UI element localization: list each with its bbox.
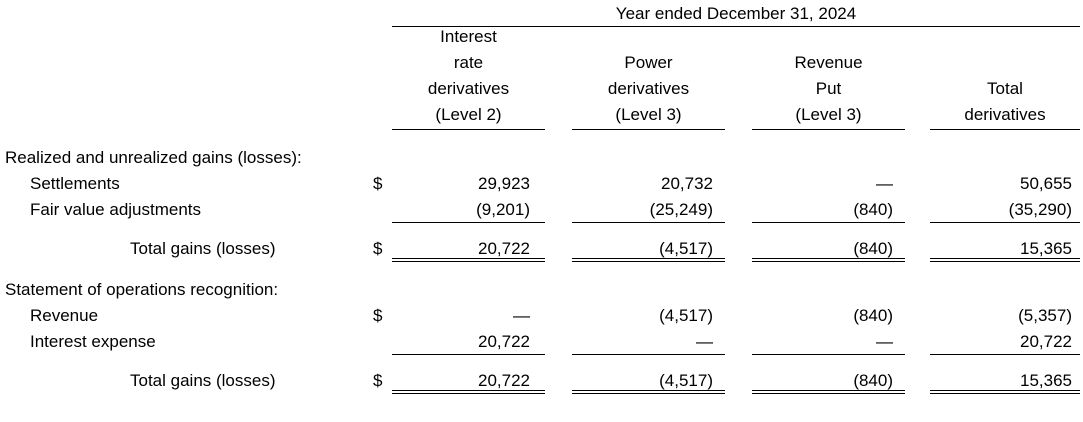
section-title: Statement of operations recognition: — [5, 280, 279, 299]
column-header-line: Total — [987, 79, 1023, 98]
value-cell: — — [513, 306, 530, 325]
value-cell: 29,923 — [478, 174, 530, 193]
row-label: Settlements — [30, 174, 120, 193]
column-header-line: Revenue — [794, 53, 863, 72]
column-header: Power derivatives (Level 3) — [572, 50, 725, 130]
currency-symbol: $ — [373, 239, 383, 258]
section-title: Realized and unrealized gains (losses): — [5, 148, 302, 167]
column-header: Interest rate derivatives (Level 2) — [392, 24, 545, 130]
value-cell: 15,365 — [930, 236, 1080, 262]
column-header-line: (Level 3) — [795, 105, 862, 124]
column-header-line: derivatives — [964, 105, 1046, 124]
value-cell: (840) — [752, 197, 905, 223]
row-label: Interest expense — [30, 332, 156, 351]
value-cell: (840) — [752, 368, 905, 394]
column-header-line: rate — [453, 53, 484, 72]
value-cell: (5,357) — [1018, 306, 1072, 325]
value-cell: (35,290) — [930, 197, 1080, 223]
value-cell: — — [572, 329, 725, 355]
row-label: Total gains (losses) — [130, 371, 276, 390]
value-cell: 20,722 — [392, 329, 545, 355]
value-cell: (25,249) — [572, 197, 725, 223]
value-cell: (4,517) — [572, 236, 725, 262]
column-header-line: derivatives — [427, 79, 510, 98]
column-header-line: Power — [624, 53, 673, 72]
row-label: Revenue — [30, 306, 99, 325]
column-header-line: Interest — [440, 27, 497, 46]
currency-symbol: $ — [373, 371, 383, 390]
column-header-line: (Level 2) — [435, 105, 502, 124]
value-cell: (4,517) — [659, 306, 713, 325]
column-header-line: Put — [815, 79, 842, 98]
value-cell: 20,722 — [392, 236, 545, 262]
value-cell: (840) — [853, 306, 893, 325]
period-header: Year ended December 31, 2024 — [392, 1, 1080, 27]
value-cell: 20,732 — [661, 174, 713, 193]
currency-symbol: $ — [373, 306, 383, 325]
column-header: Total derivatives — [930, 76, 1080, 130]
value-cell: 50,655 — [1020, 174, 1072, 193]
value-cell: (840) — [752, 236, 905, 262]
value-cell: — — [752, 329, 905, 355]
column-header: Revenue Put (Level 3) — [752, 50, 905, 130]
currency-symbol: $ — [373, 174, 383, 193]
value-cell: — — [876, 174, 893, 193]
value-cell: 20,722 — [392, 368, 545, 394]
row-label: Total gains (losses) — [130, 239, 276, 258]
value-cell: 20,722 — [930, 329, 1080, 355]
column-header-line: (Level 3) — [615, 105, 682, 124]
value-cell: (4,517) — [572, 368, 725, 394]
value-cell: 15,365 — [930, 368, 1080, 394]
value-cell: (9,201) — [392, 197, 545, 223]
column-header-line: derivatives — [607, 79, 690, 98]
row-label: Fair value adjustments — [30, 200, 202, 219]
